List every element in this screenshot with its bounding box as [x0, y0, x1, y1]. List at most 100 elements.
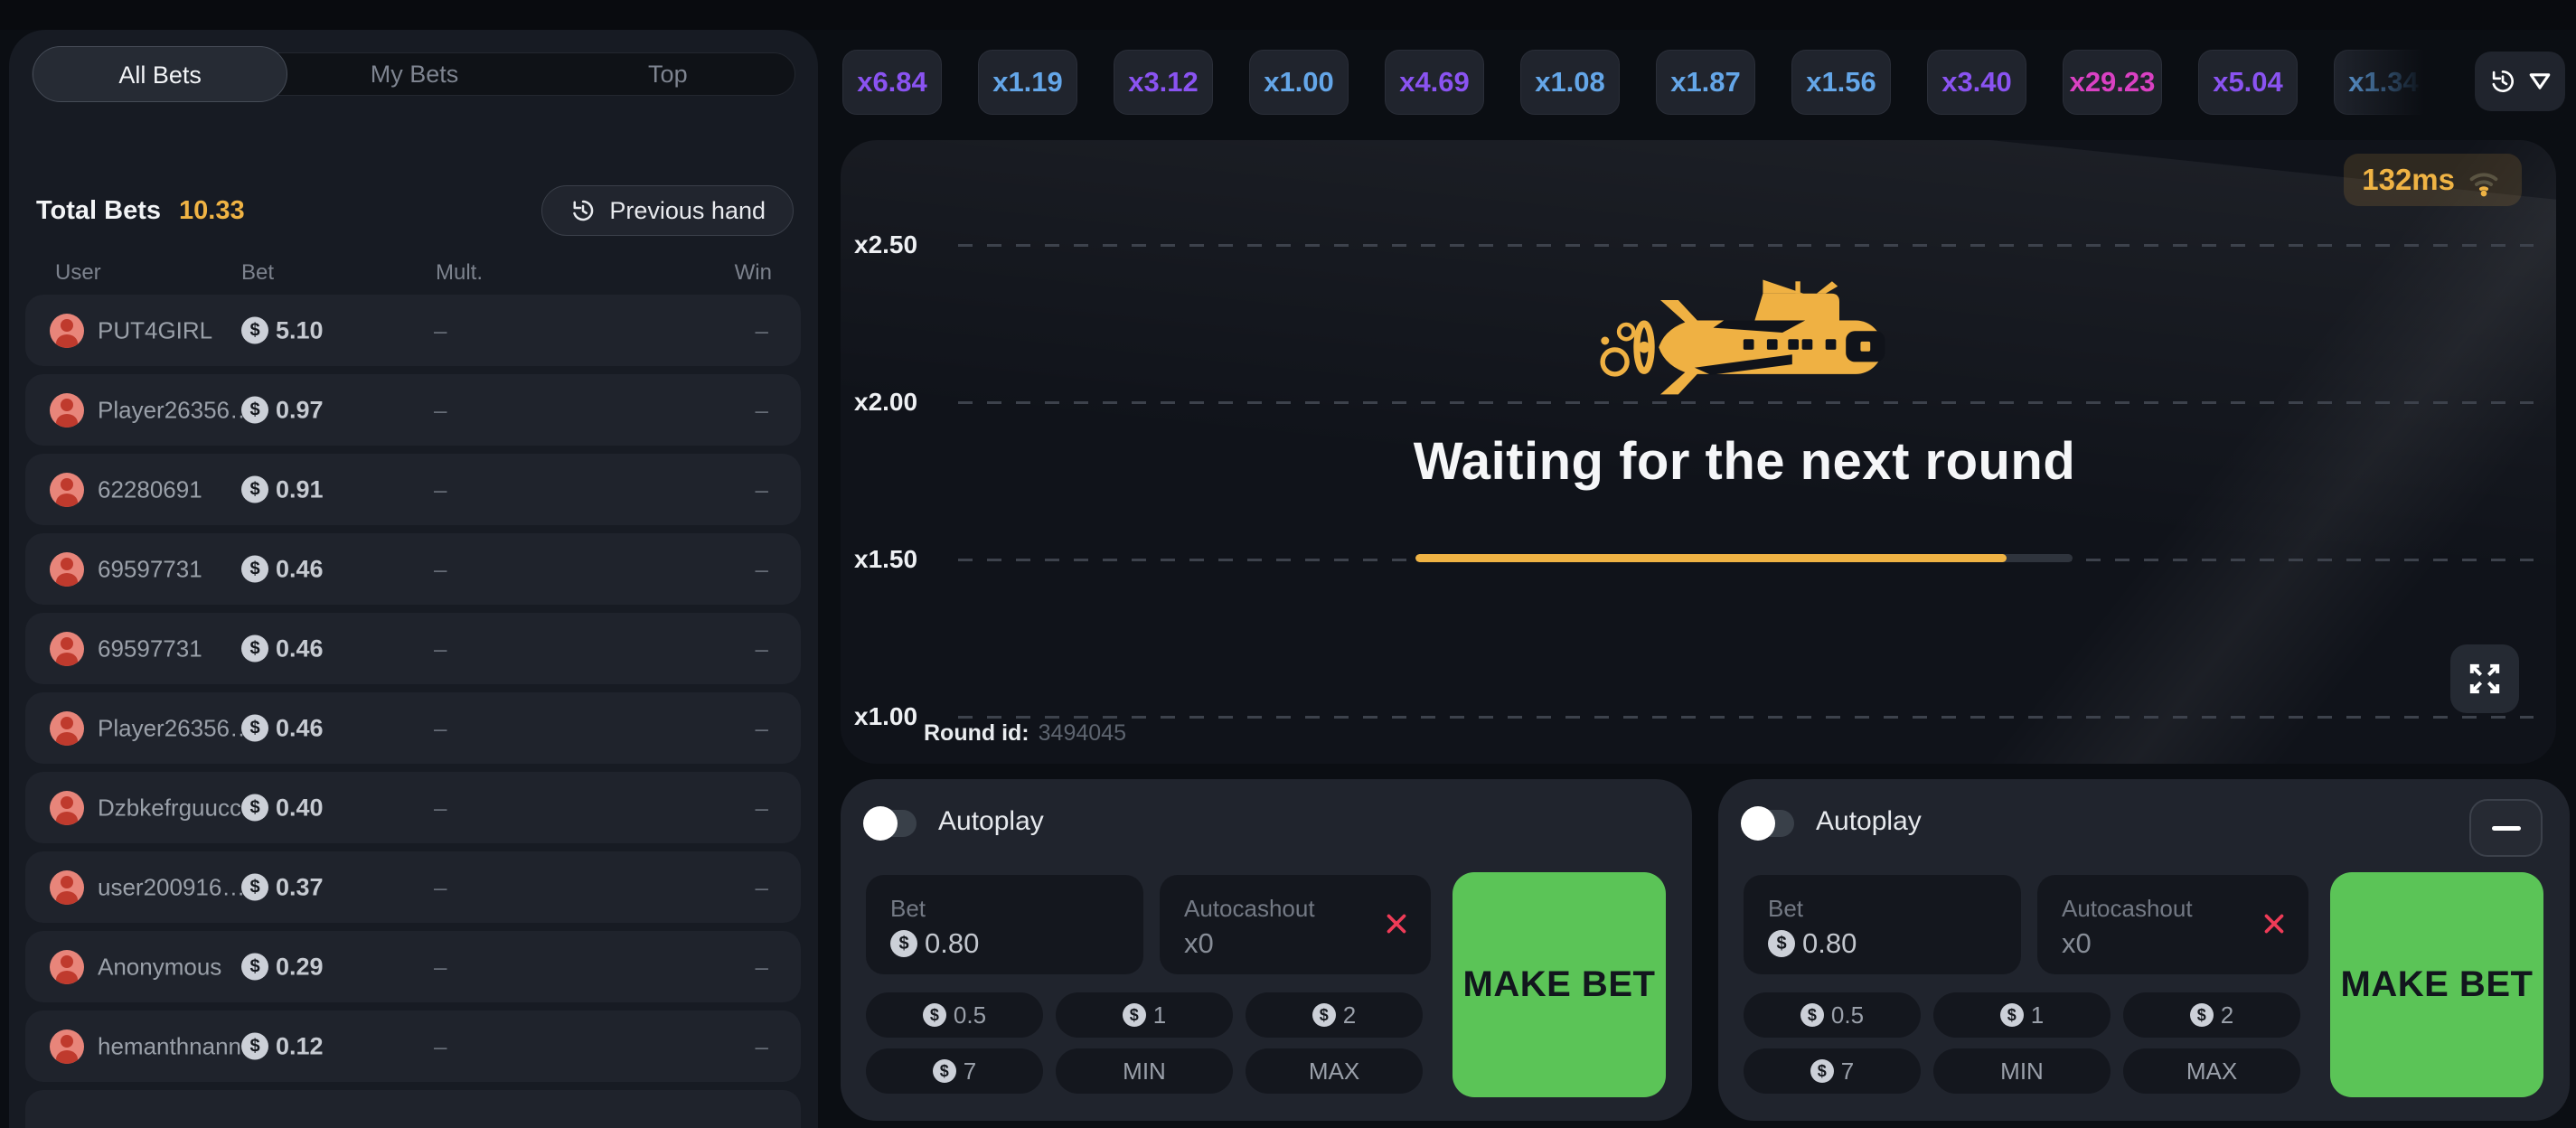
avatar — [50, 1029, 84, 1064]
previous-hand-label: Previous hand — [609, 196, 766, 224]
make-bet-button[interactable]: MAKE BET — [1453, 872, 1666, 1097]
chip-0-5[interactable]: $0.5 — [1744, 992, 1921, 1038]
row-username: 69597731 — [98, 555, 202, 582]
chip-2[interactable]: $2 — [2123, 992, 2300, 1038]
chip-max[interactable]: MAX — [2123, 1048, 2300, 1094]
bet-amount-input[interactable]: Bet $0.80 — [1744, 875, 2021, 974]
dollar-coin-icon: $ — [932, 1059, 956, 1083]
dollar-coin-icon: $ — [1312, 1003, 1336, 1027]
bets-sidebar: All Bets My Bets Top Total Bets 10.33 Pr… — [9, 30, 818, 1128]
minus-icon — [2491, 825, 2521, 831]
row-username: 62280691 — [98, 475, 202, 503]
table-row: PUT4GIRL $5.10 – – — [25, 295, 801, 366]
chip-7[interactable]: $7 — [1744, 1048, 1921, 1094]
row-win: – — [755, 634, 768, 662]
clock-history-icon — [2492, 70, 2514, 92]
history-multiplier-badge[interactable]: x1.00 — [1249, 50, 1349, 115]
row-mult: – — [434, 714, 447, 741]
ping-value: 132ms — [2362, 163, 2455, 196]
row-username: Dzbkefrguucc — [98, 794, 241, 821]
dollar-coin-icon: $ — [1999, 1003, 2024, 1027]
bets-list: PUT4GIRL $5.10 – – Player26356… $0.97 – … — [25, 295, 801, 1128]
status-text: Waiting for the next round — [1413, 432, 2076, 491]
history-multiplier-badge[interactable]: x1.34 — [2334, 50, 2433, 115]
bet-input-value: 0.80 — [925, 927, 980, 959]
table-row: hemanthnannu $0.12 – – — [25, 1010, 801, 1082]
row-win: – — [755, 1032, 768, 1059]
chip-2[interactable]: $2 — [1246, 992, 1423, 1038]
chip-7[interactable]: $7 — [866, 1048, 1043, 1094]
y-axis-label: x1.50 — [854, 545, 918, 573]
chip-1[interactable]: $1 — [1933, 992, 2111, 1038]
history-multiplier-badge[interactable]: x4.69 — [1385, 50, 1484, 115]
history-multiplier-badge[interactable]: x1.87 — [1656, 50, 1755, 115]
tab-all-bets[interactable]: All Bets — [33, 46, 288, 102]
autocashout-input-label: Autocashout — [2062, 895, 2193, 922]
bet-panel-1: Autoplay Bet $0.80 Autocashout x0 $0.5 $… — [841, 779, 1692, 1121]
toggle-knob — [1741, 806, 1775, 841]
history-multiplier-badge[interactable]: x3.12 — [1114, 50, 1213, 115]
tab-top[interactable]: Top — [648, 61, 688, 88]
toggle-knob — [863, 806, 898, 841]
gridline-x1-00 — [958, 716, 2534, 719]
dollar-coin-icon: $ — [241, 1032, 268, 1060]
row-username: user200916… — [98, 873, 246, 900]
gridline-x2-50 — [958, 244, 2534, 247]
autoplay-toggle[interactable] — [863, 806, 917, 841]
avatar — [50, 790, 84, 825]
tab-my-bets[interactable]: My Bets — [370, 61, 459, 88]
remove-panel-button[interactable] — [2469, 799, 2543, 857]
autocashout-input[interactable]: Autocashout x0 — [2037, 875, 2308, 974]
avatar — [50, 313, 84, 348]
table-row: 62280691 $0.91 – – — [25, 454, 801, 525]
history-multiplier-badge[interactable]: x6.84 — [842, 50, 942, 115]
row-username: Player26356… — [98, 714, 253, 741]
chip-min[interactable]: MIN — [1056, 1048, 1233, 1094]
row-mult: – — [434, 634, 447, 662]
table-row: Anonymous $0.29 – – — [25, 931, 801, 1002]
row-mult: – — [434, 1032, 447, 1059]
autoplay-toggle[interactable] — [1741, 806, 1794, 841]
avatar — [50, 472, 84, 507]
avatar — [50, 551, 84, 587]
history-multiplier-badge[interactable]: x3.40 — [1927, 50, 2026, 115]
column-bet: Bet — [241, 260, 275, 285]
dollar-coin-icon: $ — [241, 555, 268, 583]
chip-1[interactable]: $1 — [1056, 992, 1233, 1038]
avatar — [50, 392, 84, 428]
row-username: Anonymous — [98, 953, 222, 980]
history-multiplier-badge[interactable]: x1.19 — [978, 50, 1077, 115]
dollar-coin-icon: $ — [922, 1003, 946, 1027]
history-multiplier-badge[interactable]: x1.56 — [1791, 50, 1891, 115]
row-mult: – — [434, 316, 447, 343]
history-multiplier-badge[interactable]: x5.04 — [2198, 50, 2298, 115]
y-axis-label: x2.00 — [854, 388, 918, 416]
dollar-coin-icon: $ — [890, 930, 917, 957]
gridline-x2-00 — [958, 401, 2534, 404]
avatar — [50, 949, 84, 984]
history-menu-button[interactable] — [2475, 52, 2565, 111]
dollar-coin-icon: $ — [241, 396, 268, 424]
total-bets-value: 10.33 — [179, 195, 245, 225]
dollar-coin-icon: $ — [241, 316, 268, 344]
chip-max[interactable]: MAX — [1246, 1048, 1423, 1094]
previous-hand-button[interactable]: Previous hand — [541, 185, 794, 236]
row-username: hemanthnannu — [98, 1032, 255, 1059]
dollar-coin-icon: $ — [1122, 1003, 1146, 1027]
make-bet-button[interactable]: MAKE BET — [2330, 872, 2543, 1097]
y-axis-label: x2.50 — [854, 230, 918, 258]
table-row: user200916… $0.37 – – — [25, 851, 801, 923]
history-multiplier-badge[interactable]: x29.23 — [2063, 50, 2162, 115]
fullscreen-button[interactable] — [2450, 644, 2519, 713]
clear-autocashout-icon[interactable] — [1382, 909, 1411, 943]
bet-amount-input[interactable]: Bet $0.80 — [866, 875, 1143, 974]
history-multiplier-badge[interactable]: x1.08 — [1520, 50, 1620, 115]
bets-tabbar: All Bets My Bets Top — [32, 46, 795, 102]
clear-autocashout-icon[interactable] — [2260, 909, 2289, 943]
dollar-coin-icon: $ — [1768, 930, 1795, 957]
chip-min[interactable]: MIN — [1933, 1048, 2111, 1094]
chip-0-5[interactable]: $0.5 — [866, 992, 1043, 1038]
autocashout-input[interactable]: Autocashout x0 — [1160, 875, 1431, 974]
dollar-coin-icon: $ — [241, 475, 268, 503]
